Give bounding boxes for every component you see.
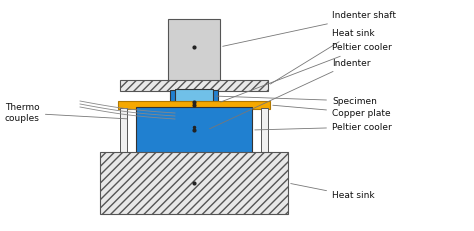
Bar	[136, 107, 252, 153]
Bar	[261, 108, 268, 153]
Text: Thermo
couples: Thermo couples	[5, 103, 127, 123]
Bar	[170, 90, 218, 116]
Text: Indenter shaft: Indenter shaft	[223, 12, 396, 46]
Bar	[168, 19, 220, 81]
Polygon shape	[181, 122, 207, 143]
Text: Heat sink: Heat sink	[270, 28, 374, 84]
Bar	[175, 89, 213, 103]
Bar	[100, 152, 288, 214]
Text: Specimen: Specimen	[216, 96, 377, 106]
Text: Indenter: Indenter	[210, 58, 371, 129]
Text: Peltier cooler: Peltier cooler	[220, 43, 392, 102]
Text: Heat sink: Heat sink	[291, 184, 374, 201]
Bar	[118, 101, 270, 109]
Bar	[120, 80, 268, 91]
Bar	[148, 114, 240, 122]
Text: Copper plate: Copper plate	[273, 105, 391, 118]
Bar	[120, 108, 127, 153]
Text: Peltier cooler: Peltier cooler	[255, 122, 392, 131]
